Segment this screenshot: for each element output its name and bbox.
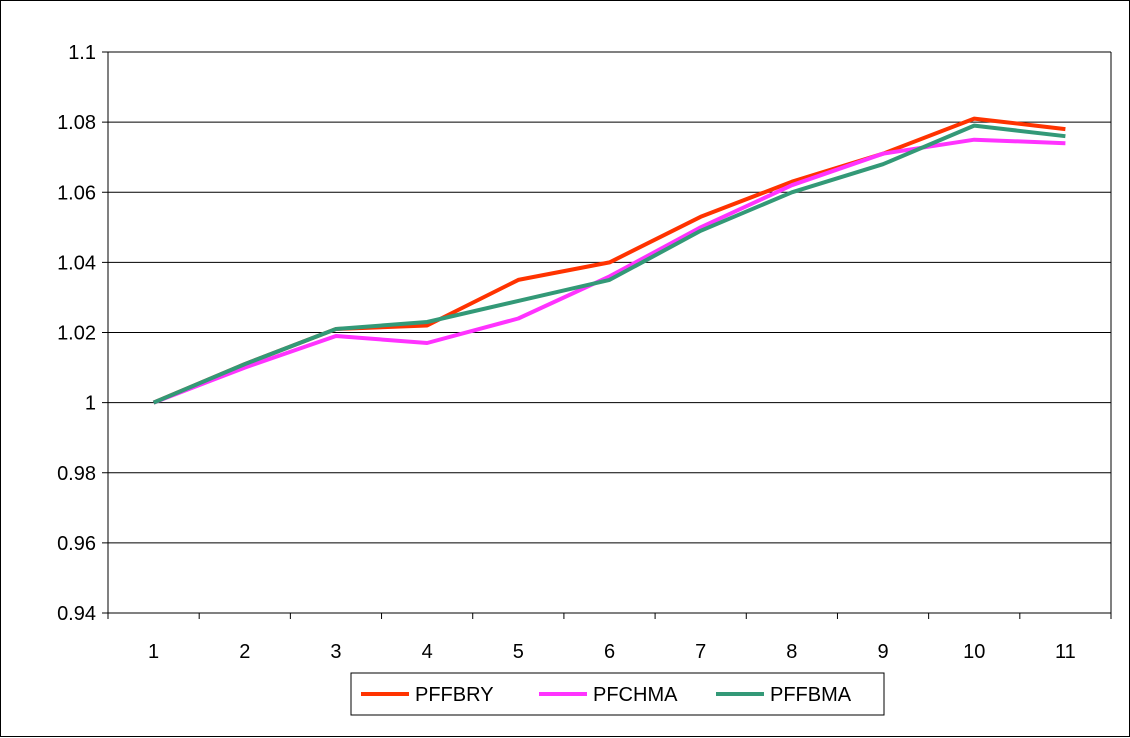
x-tick-label-8: 8 [786,641,797,663]
y-tick-label-0.94: 0.94 [57,603,96,625]
y-tick-label-0.98: 0.98 [57,463,96,485]
y-tick-label-1.1: 1.1 [68,42,96,64]
legend-box [350,672,885,716]
x-tick-label-11: 11 [1055,641,1076,663]
series-line-pffbma [152,123,1066,405]
x-tick-label-6: 6 [604,641,615,663]
x-tick-label-7: 7 [695,641,706,663]
x-tick-label-10: 10 [963,641,985,663]
x-tick-label-3: 3 [330,641,341,663]
y-tick-label-1.08: 1.08 [57,112,96,134]
series-lines [152,116,1066,405]
y-tick-label-0.96: 0.96 [57,533,96,555]
legend: PFFBRY PFCHMA PFFBMA [350,672,885,716]
x-tick-label-5: 5 [513,641,524,663]
legend-label-pffbma: PFFBMA [770,684,852,706]
y-tick-label-1.02: 1.02 [57,323,96,345]
x-tick-label-9: 9 [877,641,888,663]
legend-label-pffbry: PFFBRY [415,684,494,706]
x-tick-label-1: 1 [148,641,159,663]
series-line-pfchma [152,137,1066,405]
x-tick-label-2: 2 [239,641,250,663]
axes: 0.94 0.96 0.98 1 1.02 1.04 1.06 1.08 1.1 1 2 3 4 5 6 7 8… [57,42,1112,663]
x-tick-label-4: 4 [422,641,433,663]
y-tick-label-1: 1 [85,393,96,415]
y-tick-label-1.04: 1.04 [57,252,96,274]
y-tick-label-1.06: 1.06 [57,182,96,204]
gridlines [108,51,1111,544]
legend-label-pfchma: PFCHMA [593,684,678,706]
